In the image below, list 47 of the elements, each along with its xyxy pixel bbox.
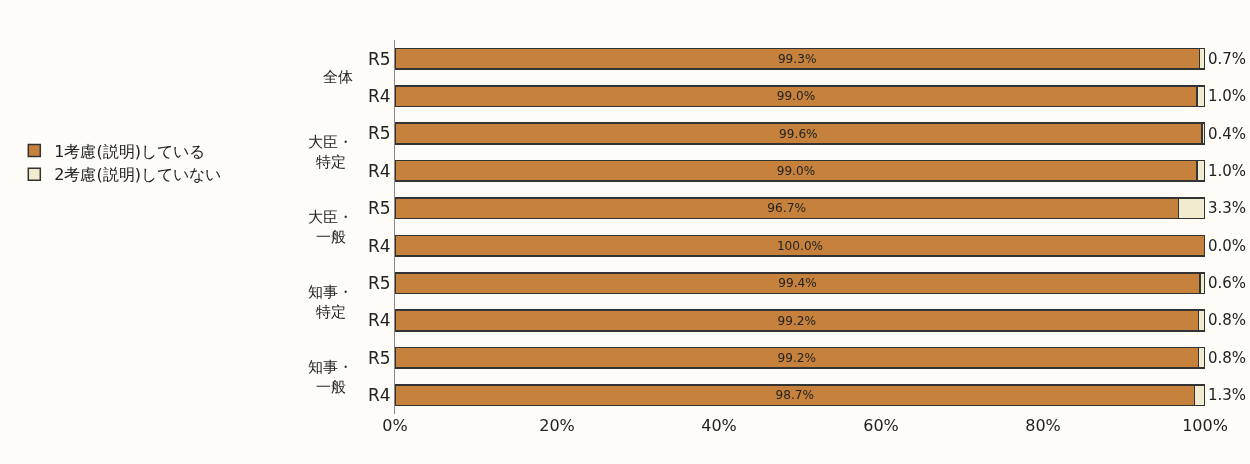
x-tick-label: 80% — [1025, 416, 1061, 435]
data-label: 0.8% — [1208, 311, 1247, 330]
text: 知事・特定 — [308, 283, 353, 321]
text: 知事・一般 — [308, 358, 353, 396]
data-label: 99.2% — [777, 350, 817, 365]
y-tick-label: R4 — [367, 86, 391, 107]
data-label: 0.6% — [1208, 274, 1247, 293]
data-label: 99.3% — [777, 51, 817, 66]
bar — [395, 122, 1203, 145]
data-label: 99.6% — [779, 126, 818, 141]
bar — [395, 234, 1205, 257]
y-tick-label: R4 — [367, 235, 391, 256]
x-tick-label: 60% — [863, 416, 899, 435]
data-label: 99.0% — [776, 89, 816, 104]
text: 大臣・一般 — [308, 208, 353, 246]
x-tick-label: 20% — [539, 416, 575, 435]
y-tick-label: R5 — [367, 347, 391, 368]
y-tick-label: R4 — [367, 310, 391, 331]
legend-label: 2考慮(説明)していない — [54, 165, 221, 185]
y-tick-label: R4 — [367, 385, 391, 406]
data-label: 0.8% — [1208, 348, 1247, 367]
bar — [395, 272, 1201, 295]
data-label: 99.4% — [778, 276, 817, 291]
bar — [395, 47, 1201, 70]
y-tick-label: R5 — [367, 273, 391, 294]
x-tick-label: 100% — [1182, 416, 1228, 435]
data-label: 99.2% — [777, 313, 817, 328]
legend-label: 1考慮(説明)している — [54, 141, 205, 161]
data-label: 1.0% — [1208, 87, 1247, 106]
data-label: 96.7% — [767, 201, 806, 216]
text: 全体 — [323, 68, 353, 86]
y-tick-label: R5 — [367, 123, 391, 144]
data-label: 3.3% — [1208, 199, 1247, 218]
y-tick-label: R5 — [367, 48, 391, 69]
y-tick-label: R5 — [367, 198, 391, 219]
data-label: 1.0% — [1208, 161, 1247, 180]
data-label: 99.0% — [776, 163, 816, 178]
data-label: 0.7% — [1208, 49, 1247, 68]
x-tick-label: 40% — [701, 416, 737, 435]
data-label: 98.7% — [775, 388, 814, 403]
data-label: 1.3% — [1208, 386, 1247, 405]
x-tick-label: 0% — [382, 416, 408, 435]
data-label: 100.0% — [776, 238, 824, 253]
data-label: 0.4% — [1208, 124, 1247, 143]
y-tick-label: R4 — [367, 160, 391, 181]
data-label: 0.0% — [1208, 236, 1247, 255]
text: 大臣・特定 — [308, 133, 353, 171]
